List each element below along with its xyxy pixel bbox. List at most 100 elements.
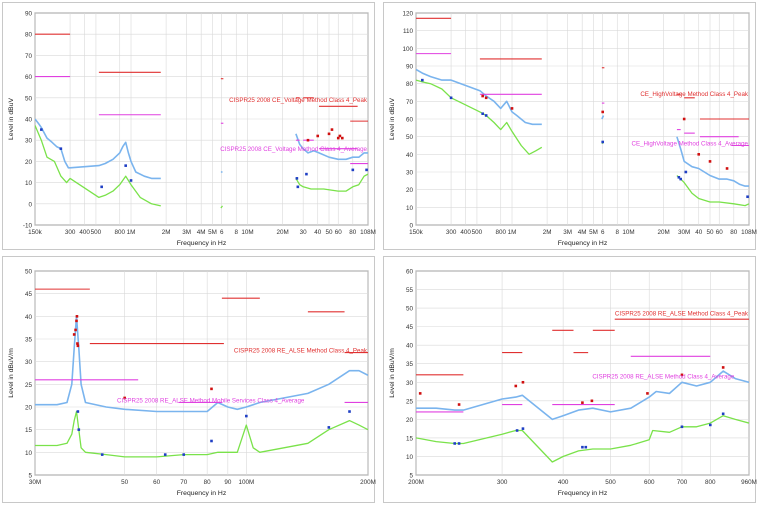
peak-marker <box>725 167 729 170</box>
y-tick-label: 25 <box>25 382 33 389</box>
x-tick-label: 50 <box>121 479 129 486</box>
average-marker <box>684 170 688 174</box>
peak-marker <box>418 392 422 395</box>
x-axis-label: Frequency in Hz <box>558 490 608 497</box>
peak-trace <box>416 370 749 421</box>
avg-trace <box>35 125 368 209</box>
y-tick-label: 0 <box>409 223 413 230</box>
x-tick-label: 30 <box>300 229 308 236</box>
x-tick-label: 8 <box>235 229 239 236</box>
y-axis-label: Level in dBuV <box>389 98 396 140</box>
x-tick-label: 200M <box>360 479 376 486</box>
y-tick-label: 20 <box>25 405 33 412</box>
peak-marker <box>75 315 79 318</box>
x-tick-label: 4M <box>578 229 587 236</box>
average-marker <box>457 442 461 445</box>
peak-marker <box>316 134 320 138</box>
x-tick-label: 8 <box>616 229 620 236</box>
y-tick-label: 50 <box>406 134 414 141</box>
y-tick-label: 40 <box>406 343 414 350</box>
peak-limit-label: CISPR25 2008 CE_Voltage Method Class 4_P… <box>229 97 368 104</box>
average-marker <box>59 147 63 150</box>
peak-marker <box>521 380 525 384</box>
x-tick-label: 800 <box>114 229 125 236</box>
x-tick-label: 10M <box>241 229 253 236</box>
peak-marker <box>341 136 344 140</box>
plot-area <box>34 270 369 476</box>
average-marker <box>296 185 300 189</box>
peak-marker <box>481 94 484 98</box>
x-tick-label: 700 <box>677 479 688 486</box>
peak-trace <box>35 118 368 180</box>
y-tick-label: 40 <box>25 314 33 321</box>
avg-trace <box>416 415 749 463</box>
peak-marker <box>74 328 77 332</box>
y-tick-label: 60 <box>406 117 414 124</box>
peak-marker <box>327 132 331 136</box>
average-marker <box>100 185 103 189</box>
average-marker <box>484 114 488 117</box>
average-marker <box>680 425 684 429</box>
y-tick-label: 35 <box>25 337 33 344</box>
average-marker <box>601 140 605 144</box>
y-axis-label: Level in dBuV/m <box>8 348 15 398</box>
peak-marker <box>646 392 649 395</box>
average-marker <box>40 128 43 131</box>
x-tick-label: 400 <box>460 229 471 236</box>
y-tick-label: 80 <box>25 32 33 39</box>
y-tick-label: 30 <box>25 138 33 145</box>
x-tick-label: 300 <box>65 229 76 236</box>
x-tick-label: 50 <box>707 229 715 236</box>
peak-limit-label: CISPR25 2008 RE_ALSE Method Class 4_Peak <box>615 311 749 318</box>
x-tick-label: 3M <box>182 229 191 236</box>
x-tick-label: 40 <box>695 229 703 236</box>
x-tick-label: 60 <box>153 479 161 486</box>
x-tick-label: 6 <box>601 229 605 236</box>
x-tick-label: 60 <box>716 229 724 236</box>
peak-marker <box>708 160 712 163</box>
tick-labels: 5 10 15 20 25 30 35 40 45 50 30M 50 60 70 80 90 100M 200M <box>25 269 376 487</box>
y-tick-label: 45 <box>25 291 33 298</box>
y-tick-label: 120 <box>402 11 413 18</box>
average-marker <box>515 429 519 432</box>
average-marker <box>327 426 331 429</box>
y-tick-label: 30 <box>406 380 414 387</box>
peak-marker <box>601 110 605 114</box>
peak-marker <box>306 138 310 142</box>
average-marker <box>305 172 308 176</box>
peak-marker <box>680 373 684 377</box>
average-marker <box>100 453 104 456</box>
x-tick-label: 40 <box>314 229 322 236</box>
average-marker <box>679 177 682 181</box>
x-tick-label: 100M <box>238 479 254 486</box>
y-tick-label: 10 <box>25 180 33 187</box>
data-layer <box>35 33 368 209</box>
x-tick-label: 150k <box>409 229 424 236</box>
x-tick-label: 5M <box>589 229 598 236</box>
x-tick-label: 30M <box>678 229 690 236</box>
chart-panel-re-alse-30-200m: 5 10 15 20 25 30 35 40 45 50 30M 50 60 70 80 90 100M 200M… <box>2 256 376 503</box>
peak-marker <box>75 319 78 323</box>
peak-marker <box>336 136 340 140</box>
chart-svg: 5 10 15 20 25 30 35 40 45 50 30M 50 60 70 80 90 100M 200M… <box>8 269 376 498</box>
average-marker <box>77 428 81 431</box>
average-marker <box>746 195 749 199</box>
x-tick-label: 4M <box>197 229 206 236</box>
x-tick-label: 300 <box>446 229 457 236</box>
average-marker <box>182 453 186 456</box>
y-tick-label: 0 <box>28 201 32 208</box>
y-tick-label: 60 <box>25 74 33 81</box>
chart-panel-ce-highvoltage: 0 10 20 30 40 50 60 70 80 90 100 110 120 150k 300 400 50… <box>383 2 757 250</box>
y-tick-label: 40 <box>406 152 414 159</box>
average-marker <box>581 445 584 449</box>
y-tick-label: 20 <box>406 187 414 194</box>
average-marker <box>449 96 453 100</box>
average-marker <box>124 164 127 167</box>
average-marker <box>210 439 213 443</box>
tick-labels: 5 10 15 20 25 30 35 40 45 50 55 60 200M 300 400 500 600 7… <box>406 269 757 487</box>
peak-trace <box>416 68 749 187</box>
y-tick-label: 10 <box>406 454 414 461</box>
chart-svg: 5 10 15 20 25 30 35 40 45 50 55 60 200M 300 400 500 600 7… <box>389 269 757 498</box>
x-axis-label: Frequency in Hz <box>177 240 227 247</box>
peak-marker <box>76 342 79 345</box>
